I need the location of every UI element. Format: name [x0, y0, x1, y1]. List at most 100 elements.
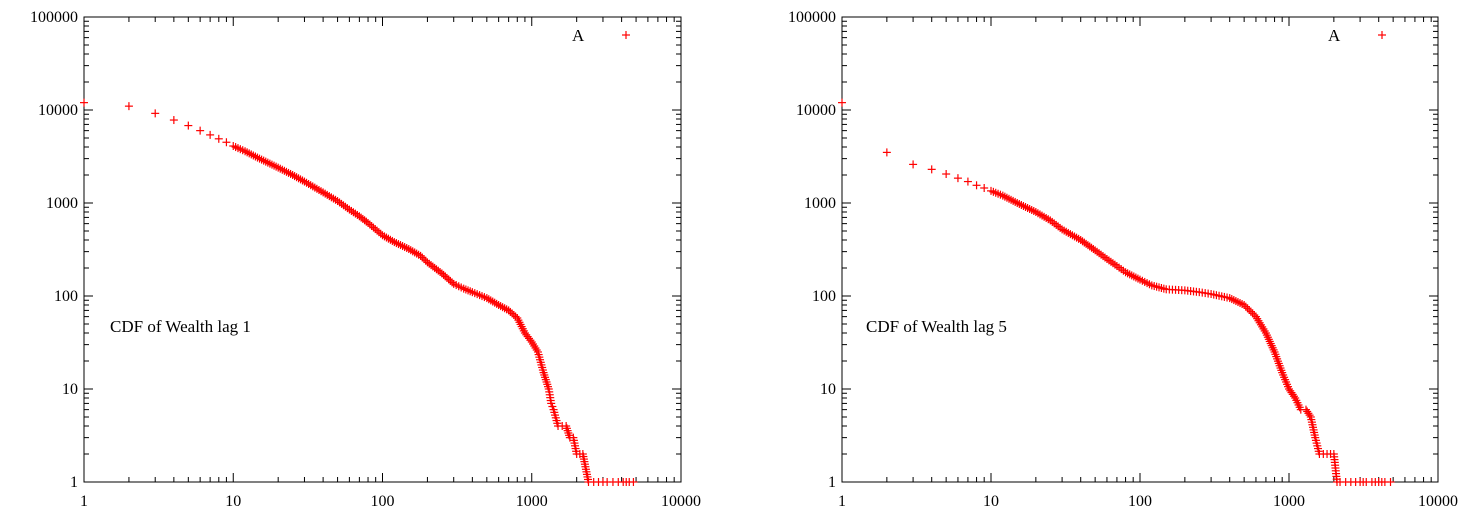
data-point: [1225, 294, 1234, 303]
data-point: [1011, 197, 1020, 206]
data-point: [1042, 214, 1051, 223]
data-point: [1007, 195, 1016, 204]
x-tick-label: 100: [1128, 493, 1152, 510]
data-point: [1044, 215, 1053, 224]
data-point: [278, 165, 287, 174]
data-point: [1009, 196, 1018, 205]
data-point: [319, 188, 328, 197]
x-tick-label: 10: [225, 493, 241, 510]
x-tick-label: 10: [983, 493, 999, 510]
y-tick-label: 10: [62, 381, 78, 398]
data-point: [388, 236, 397, 245]
data-point: [325, 192, 334, 201]
data-point: [323, 190, 332, 199]
y-tick-label: 100: [54, 288, 78, 305]
legend-plus-marker: [622, 31, 630, 39]
y-tick-label: 10: [820, 381, 836, 398]
data-point: [222, 138, 231, 147]
data-point: [1121, 268, 1130, 277]
data-point: [1258, 322, 1267, 331]
data-point: [882, 148, 891, 157]
data-point: [953, 174, 962, 183]
data-point: [392, 239, 401, 248]
data-point: [169, 116, 178, 125]
data-point: [298, 176, 307, 185]
data-point: [331, 195, 340, 204]
x-tick-label: 1000: [516, 493, 548, 510]
legend-marker: [622, 31, 630, 39]
data-point: [1243, 304, 1252, 313]
data-point: [927, 165, 936, 174]
x-tick-label: 10000: [661, 493, 701, 510]
data-point: [1253, 314, 1262, 323]
data-point: [1131, 273, 1140, 282]
data-point: [1231, 297, 1240, 306]
data-point: [1255, 318, 1264, 327]
data-point: [282, 167, 291, 176]
y-tick-label: 100: [812, 288, 836, 305]
annotation-text: CDF of Wealth lag 5: [866, 317, 1007, 336]
chart-panel-lag-1: 1 10 100 1000 10000 1 10 100 1000 10000 100000 CDF…: [30, 9, 701, 510]
data-point: [1233, 298, 1242, 307]
data-point: [1289, 392, 1298, 401]
annotation-text: CDF of Wealth lag 1: [110, 317, 251, 336]
data-point: [1305, 411, 1314, 420]
data-point: [1248, 309, 1257, 318]
data-point: [980, 183, 989, 192]
data-point: [1033, 209, 1042, 218]
data-point: [1038, 211, 1047, 220]
data-point: [214, 134, 223, 143]
axes: 1 10 100 1000 10000 1 10 100 1000 10000 100000: [788, 9, 1458, 510]
y-tick-label: 1000: [46, 195, 78, 212]
legend-label: A: [572, 26, 585, 45]
y-tick-label: 1: [828, 474, 836, 491]
data-point: [284, 168, 293, 177]
data-point: [532, 345, 541, 354]
y-tick-label: 10000: [38, 102, 78, 119]
data-point: [1056, 223, 1065, 232]
data-point: [1229, 296, 1238, 305]
data-point: [909, 160, 918, 169]
data-point: [247, 150, 256, 159]
x-tick-label: 1: [80, 493, 88, 510]
legend: A: [572, 26, 630, 45]
data-point: [1240, 301, 1249, 310]
data-point: [1040, 212, 1049, 221]
data-point: [398, 242, 407, 251]
data-point: [327, 193, 336, 202]
x-tick-label: 100: [371, 493, 395, 510]
data-point: [251, 152, 260, 161]
data-point: [1133, 274, 1142, 283]
data-point: [321, 189, 330, 198]
data-point: [1125, 270, 1134, 279]
data-point: [184, 121, 193, 130]
axes: 1 10 100 1000 10000 1 10 100 1000 10000 100000: [30, 9, 701, 510]
data-point: [1241, 302, 1250, 311]
y-tick-label: 100000: [30, 9, 78, 26]
y-tick-label: 1: [70, 474, 78, 491]
data-points: [838, 98, 1395, 486]
data-point: [1000, 192, 1009, 201]
data-point: [396, 241, 405, 250]
data-point: [1127, 271, 1136, 280]
data-point: [1251, 312, 1260, 321]
data-point: [243, 148, 252, 157]
data-point: [329, 194, 338, 203]
data-point: [124, 102, 133, 111]
data-point: [1245, 305, 1254, 314]
data-point: [400, 243, 409, 252]
data-point: [629, 478, 638, 486]
legend-label: A: [1328, 26, 1341, 45]
data-point: [245, 149, 254, 158]
data-point: [286, 169, 295, 178]
x-tick-label: 1: [838, 493, 846, 510]
data-point: [1110, 260, 1119, 269]
data-point: [1260, 326, 1269, 335]
data-point: [206, 130, 215, 139]
data-point: [1031, 208, 1040, 217]
y-tick-label: 1000: [804, 195, 836, 212]
data-point: [276, 164, 285, 173]
plot-frame: [83, 16, 682, 483]
data-point: [1123, 269, 1132, 278]
